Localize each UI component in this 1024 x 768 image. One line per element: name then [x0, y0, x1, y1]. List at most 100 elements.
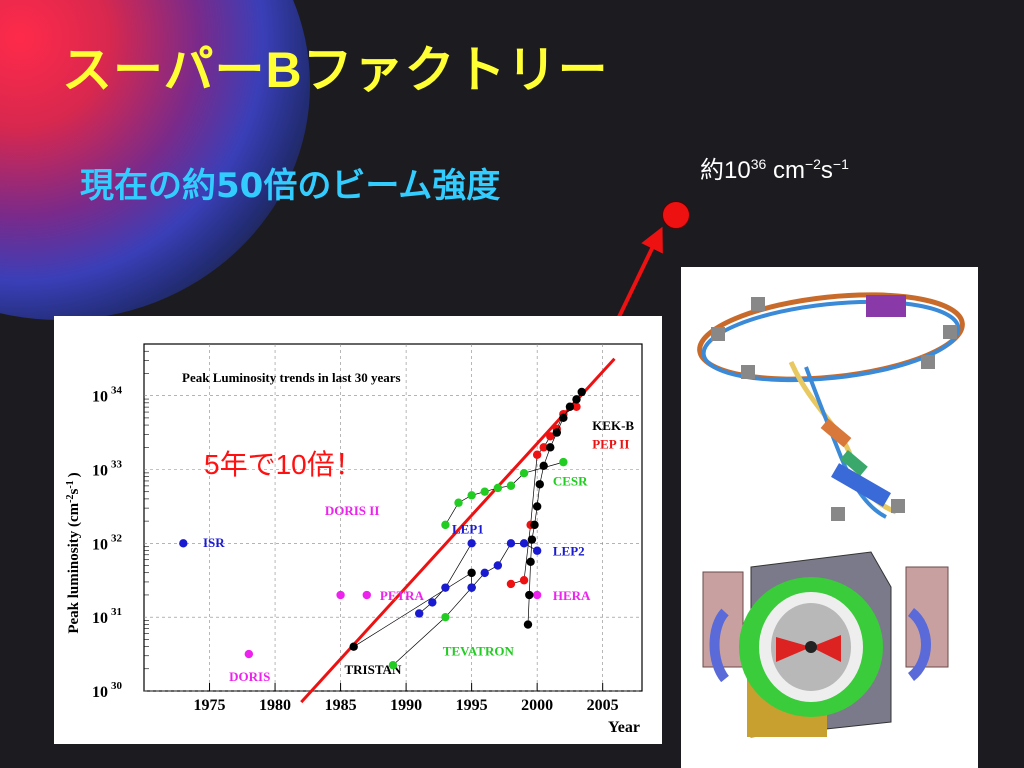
- data-point: [336, 590, 345, 600]
- series-group: ISR DORIS DORIS II PETRA TRISTAN TEVATRON LEP1…: [179, 387, 634, 684]
- series-label: TEVATRON: [443, 643, 515, 658]
- data-point: [519, 539, 529, 548]
- data-point: [480, 568, 489, 578]
- data-point: [349, 642, 358, 651]
- data-point: [526, 557, 535, 566]
- x-tick-label: 1995: [456, 697, 488, 714]
- series-label: ISR: [203, 535, 225, 550]
- data-point: [577, 387, 586, 397]
- data-point: [532, 590, 542, 600]
- x-tick-label: 1980: [259, 697, 291, 714]
- data-point: [519, 576, 529, 585]
- data-point: [532, 450, 542, 459]
- belle-detector-illustration: [702, 551, 949, 738]
- y-axis-label: Peak luminosity (cm-2s-1): [65, 472, 83, 633]
- x-axis-label: Year: [608, 719, 640, 736]
- series-tristan: TRISTAN: [345, 568, 476, 677]
- luminosity-chart: Peak Luminosity trends in last 30 years …: [54, 316, 662, 744]
- series-label: PETRA: [380, 588, 425, 603]
- series-label: DORIS: [229, 669, 270, 684]
- data-point: [388, 660, 398, 670]
- data-point: [572, 395, 581, 404]
- y-tick-label: 10 34: [92, 385, 123, 406]
- series-label: KEK-B: [592, 418, 634, 433]
- data-point: [539, 461, 548, 471]
- series-lep2: LEP2: [467, 539, 585, 592]
- chart-title: Peak Luminosity trends in last 30 years: [182, 370, 401, 385]
- series-lep1: LEP1: [415, 522, 484, 618]
- series-label: DORIS II: [325, 503, 380, 518]
- data-point: [523, 620, 533, 629]
- series-line: [353, 572, 472, 647]
- x-tick-label: 1975: [194, 697, 226, 714]
- data-point: [428, 598, 437, 607]
- data-point: [467, 539, 476, 548]
- slide-subtitle: 現在の約50倍のビーム強度: [80, 166, 501, 206]
- data-point: [506, 539, 516, 548]
- x-tick-labels: 1975 1980 1985 1990 1995 2000 2005: [194, 697, 619, 714]
- series-doris-ii: DORIS II: [325, 503, 380, 600]
- data-point: [535, 480, 544, 489]
- y-tick-label: 10 31: [92, 606, 122, 627]
- series-line: [445, 461, 564, 526]
- series-label: CESR: [553, 474, 588, 489]
- series-line: [418, 543, 472, 614]
- data-point: [532, 502, 542, 511]
- y-tick-label: 10 33: [92, 459, 123, 480]
- data-point: [530, 520, 539, 530]
- data-point: [565, 402, 575, 411]
- x-tick-label: 2000: [521, 697, 553, 714]
- y-tick-label: 10 32: [92, 532, 123, 553]
- chart-grid: [143, 343, 643, 692]
- data-point: [244, 649, 254, 659]
- data-point: [572, 402, 581, 411]
- data-point: [493, 561, 503, 570]
- series-label: HERA: [553, 588, 591, 603]
- data-point: [552, 428, 562, 437]
- data-point: [546, 443, 555, 452]
- data-point: [441, 520, 450, 530]
- data-point: [493, 483, 503, 493]
- data-point: [525, 590, 534, 600]
- target-luminosity-label: 約1036 cm−2s−1: [700, 156, 849, 184]
- data-point: [527, 535, 537, 544]
- data-point: [559, 413, 568, 423]
- series-isr: ISR: [179, 535, 225, 550]
- slide-title: スーパーBファクトリー: [62, 42, 609, 98]
- series-cesr: CESR: [441, 457, 588, 530]
- data-point: [519, 469, 529, 478]
- data-point: [467, 491, 476, 500]
- data-point: [546, 432, 555, 441]
- data-point: [441, 612, 450, 622]
- y-tick-label: 10 30: [92, 680, 123, 701]
- luminosity-chart-svg: Peak Luminosity trends in last 30 years …: [65, 343, 643, 736]
- series-label: TRISTAN: [345, 662, 402, 677]
- data-point: [467, 568, 476, 578]
- growth-annotation: 5年で10倍！: [204, 449, 363, 480]
- x-tick-label: 2005: [587, 697, 619, 714]
- data-point: [467, 583, 476, 592]
- data-point: [532, 546, 542, 555]
- data-point: [559, 457, 568, 467]
- series-doris: DORIS: [229, 649, 270, 684]
- series-label: LEP1: [452, 522, 484, 537]
- series-hera: HERA: [532, 588, 591, 603]
- data-point: [480, 487, 489, 496]
- series-label: LEP2: [553, 544, 585, 559]
- detector-images: [681, 267, 978, 768]
- accelerator-ring-illustration: [697, 292, 965, 521]
- data-point: [441, 583, 450, 592]
- data-point: [506, 579, 516, 589]
- data-point: [362, 590, 371, 600]
- data-point: [539, 443, 548, 452]
- series-petra: PETRA: [362, 588, 425, 603]
- series-kek-b: KEK-B: [523, 387, 634, 629]
- data-point: [506, 481, 516, 490]
- x-tick-label: 1990: [390, 697, 422, 714]
- target-point: [662, 201, 690, 229]
- series-label: PEP II: [592, 437, 629, 452]
- data-point: [415, 609, 424, 618]
- data-point: [179, 539, 188, 548]
- x-tick-label: 1985: [325, 697, 357, 714]
